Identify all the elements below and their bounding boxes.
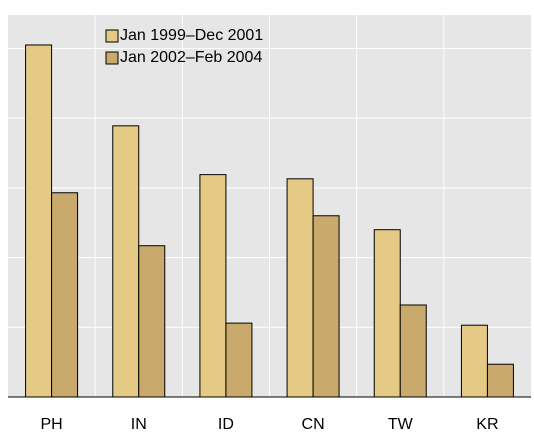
- legend-label: Jan 2002–Feb 2004: [120, 49, 262, 66]
- bar: [460, 324, 488, 398]
- bar: [373, 229, 401, 398]
- bar: [51, 192, 79, 398]
- legend-label: Jan 1999–Dec 2001: [120, 27, 263, 44]
- bar: [225, 322, 253, 398]
- legend-swatch: [105, 51, 119, 65]
- bar: [25, 44, 53, 398]
- bar: [112, 125, 140, 398]
- bar: [138, 245, 166, 398]
- bar: [199, 174, 227, 398]
- x-tick-label: KR: [476, 416, 498, 433]
- bar: [486, 363, 514, 398]
- x-tick-label: IN: [131, 416, 147, 433]
- bar: [399, 304, 427, 398]
- x-tick-label: ID: [218, 416, 234, 433]
- legend-swatch: [105, 29, 119, 43]
- bar: [286, 178, 314, 398]
- x-tick-label: CN: [302, 416, 325, 433]
- x-tick-label: TW: [388, 416, 414, 433]
- x-tick-label: PH: [40, 416, 62, 433]
- bar: [312, 215, 340, 398]
